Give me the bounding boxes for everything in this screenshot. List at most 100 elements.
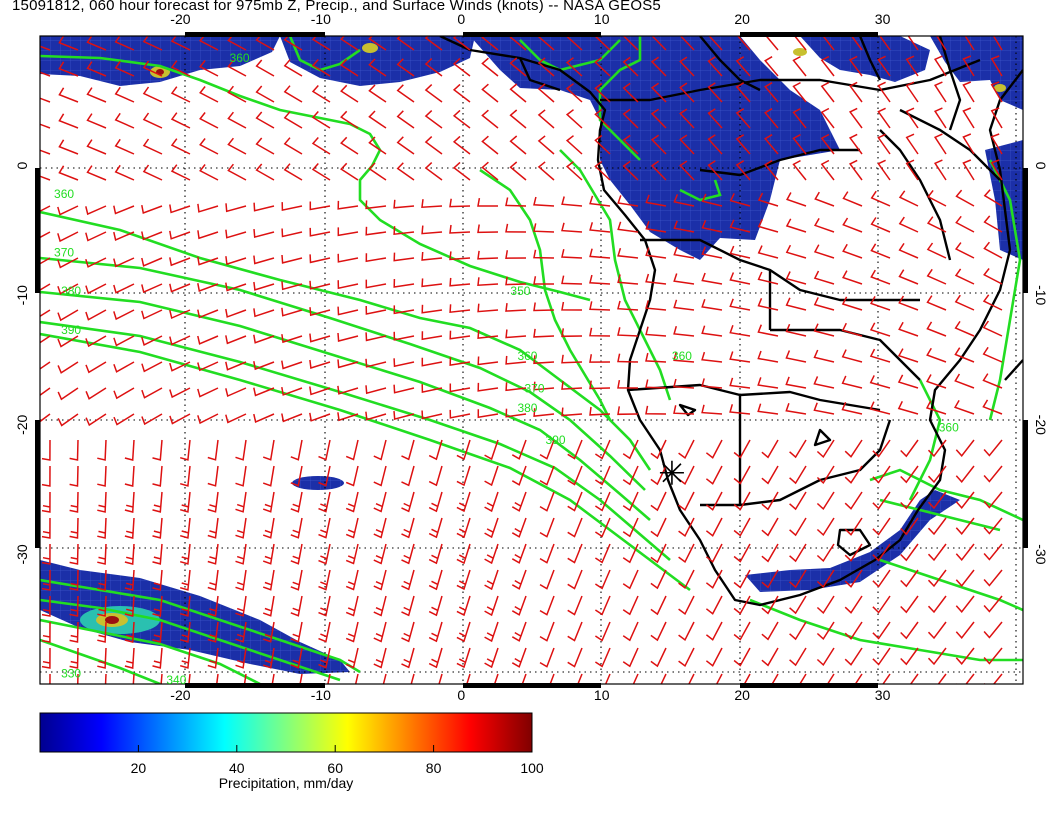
- wind-barb: [142, 86, 163, 103]
- wind-barb: [85, 413, 107, 427]
- contour-label-0: 360: [230, 51, 250, 65]
- wind-barb: [900, 595, 919, 614]
- wind-barb: [197, 203, 219, 213]
- wind-barb: [40, 283, 51, 291]
- wind-barb: [318, 439, 331, 461]
- wind-barb: [235, 569, 247, 591]
- wind-barb: [673, 194, 695, 207]
- precip-central-africa: [470, 36, 840, 260]
- wind-barb: [705, 465, 723, 485]
- wind-barb: [309, 412, 331, 422]
- wind-barb: [509, 135, 527, 155]
- wind-barb: [533, 276, 554, 285]
- frame-border-bars: [35, 32, 1028, 688]
- wind-barb: [785, 376, 807, 389]
- wind-barb: [484, 543, 499, 565]
- wind-barb: [539, 439, 555, 460]
- wind-barb: [955, 595, 975, 613]
- wind-barb: [848, 55, 863, 77]
- wind-barb: [900, 491, 919, 510]
- lon-tick-bottom-4: 20: [734, 687, 750, 700]
- wind-barb: [132, 673, 135, 684]
- wind-barb: [309, 359, 331, 369]
- wind-barb: [318, 569, 331, 591]
- wind-barb: [907, 36, 919, 51]
- wind-barb: [309, 227, 331, 237]
- wind-barb: [124, 543, 135, 565]
- wind-barb: [533, 249, 555, 259]
- wind-barb: [814, 218, 835, 233]
- wind-barb: [262, 647, 275, 669]
- wind-barb: [114, 138, 135, 155]
- coastlines-borders: [439, 36, 1023, 607]
- wind-barb: [872, 621, 891, 640]
- wind-barb: [114, 36, 135, 51]
- wind-barb: [539, 543, 555, 564]
- wind-barb: [650, 569, 667, 590]
- wind-barb: [179, 491, 191, 513]
- wind-barb: [650, 543, 667, 564]
- wind-barb: [477, 303, 499, 313]
- wind-barb: [124, 439, 135, 461]
- wind-barb: [373, 543, 387, 565]
- wind-barb: [373, 647, 387, 669]
- wind-barb: [679, 134, 695, 155]
- wind-barb: [452, 135, 471, 155]
- wind-barb: [954, 294, 975, 311]
- wind-barb: [262, 569, 275, 591]
- wind-barb: [199, 86, 219, 103]
- wind-barb: [673, 325, 695, 337]
- wind-barb: [872, 517, 891, 536]
- wind-barb: [253, 308, 275, 318]
- wind-barb: [705, 569, 723, 589]
- wind-barb: [113, 205, 135, 215]
- wind-barb: [199, 138, 219, 155]
- wind-barb: [877, 159, 891, 181]
- wind-barb: [382, 673, 387, 684]
- wind-barb: [729, 377, 751, 389]
- wind-barb: [199, 112, 219, 129]
- wind-barb: [841, 322, 863, 337]
- wind-barb: [57, 283, 79, 295]
- wind-barb: [421, 304, 443, 314]
- wind-barb: [40, 149, 51, 155]
- wind-barb: [844, 647, 863, 666]
- lon-tick-top-1: -10: [311, 11, 331, 27]
- wind-barb: [927, 621, 947, 640]
- wind-barb: [40, 413, 51, 423]
- wind-barb: [764, 82, 779, 103]
- wind-barb: [533, 381, 555, 391]
- wind-barb: [955, 647, 975, 665]
- wind-barb: [40, 231, 51, 239]
- wind-barb: [365, 226, 387, 236]
- wind-barb: [227, 137, 247, 155]
- wind-barb: [577, 673, 583, 684]
- wind-barb: [898, 216, 919, 233]
- wind-barb: [57, 335, 79, 348]
- wind-barb: [733, 647, 751, 667]
- wind-barb: [235, 621, 247, 643]
- wind-barb: [561, 301, 583, 311]
- wind-barb: [449, 357, 471, 366]
- wind-barb: [789, 595, 807, 615]
- wind-barb: [820, 133, 835, 155]
- wind-barb: [169, 283, 191, 293]
- wind-barb: [271, 673, 275, 684]
- wind-barb: [152, 569, 163, 591]
- wind-barb: [594, 82, 611, 103]
- wind-barb: [456, 439, 471, 461]
- wind-barb: [188, 673, 191, 684]
- wind-barb: [373, 595, 387, 617]
- wind-barb: [844, 543, 863, 562]
- wind-barb: [928, 673, 947, 684]
- wind-barb: [113, 335, 135, 347]
- wind-barb: [396, 36, 415, 51]
- wind-barb: [735, 108, 751, 129]
- wind-barb: [365, 411, 387, 421]
- wind-barbs: [40, 36, 1003, 684]
- wind-barb: [401, 491, 415, 513]
- wind-barb: [428, 647, 443, 669]
- wind-barb: [955, 569, 975, 587]
- wind-barb: [870, 217, 891, 233]
- wind-barb: [905, 133, 919, 155]
